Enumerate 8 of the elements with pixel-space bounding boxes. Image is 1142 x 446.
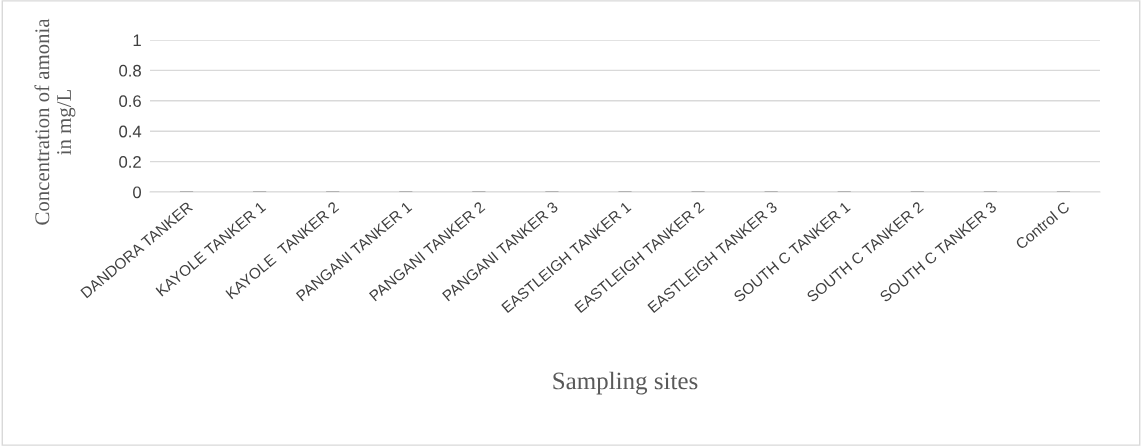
y-tick-label: 0.2 <box>119 156 141 168</box>
y-tick-label: 0.8 <box>119 64 141 77</box>
x-axis-title: Sampling sites <box>553 371 698 395</box>
y-tick-label: 0.6 <box>119 95 141 107</box>
y-tick-label: 1 <box>133 34 141 47</box>
y-tick-label: 0 <box>133 186 142 199</box>
y-tick-label: 0.4 <box>119 125 142 138</box>
y-axis-title: Concentration of amonia in mg/L <box>34 18 76 225</box>
